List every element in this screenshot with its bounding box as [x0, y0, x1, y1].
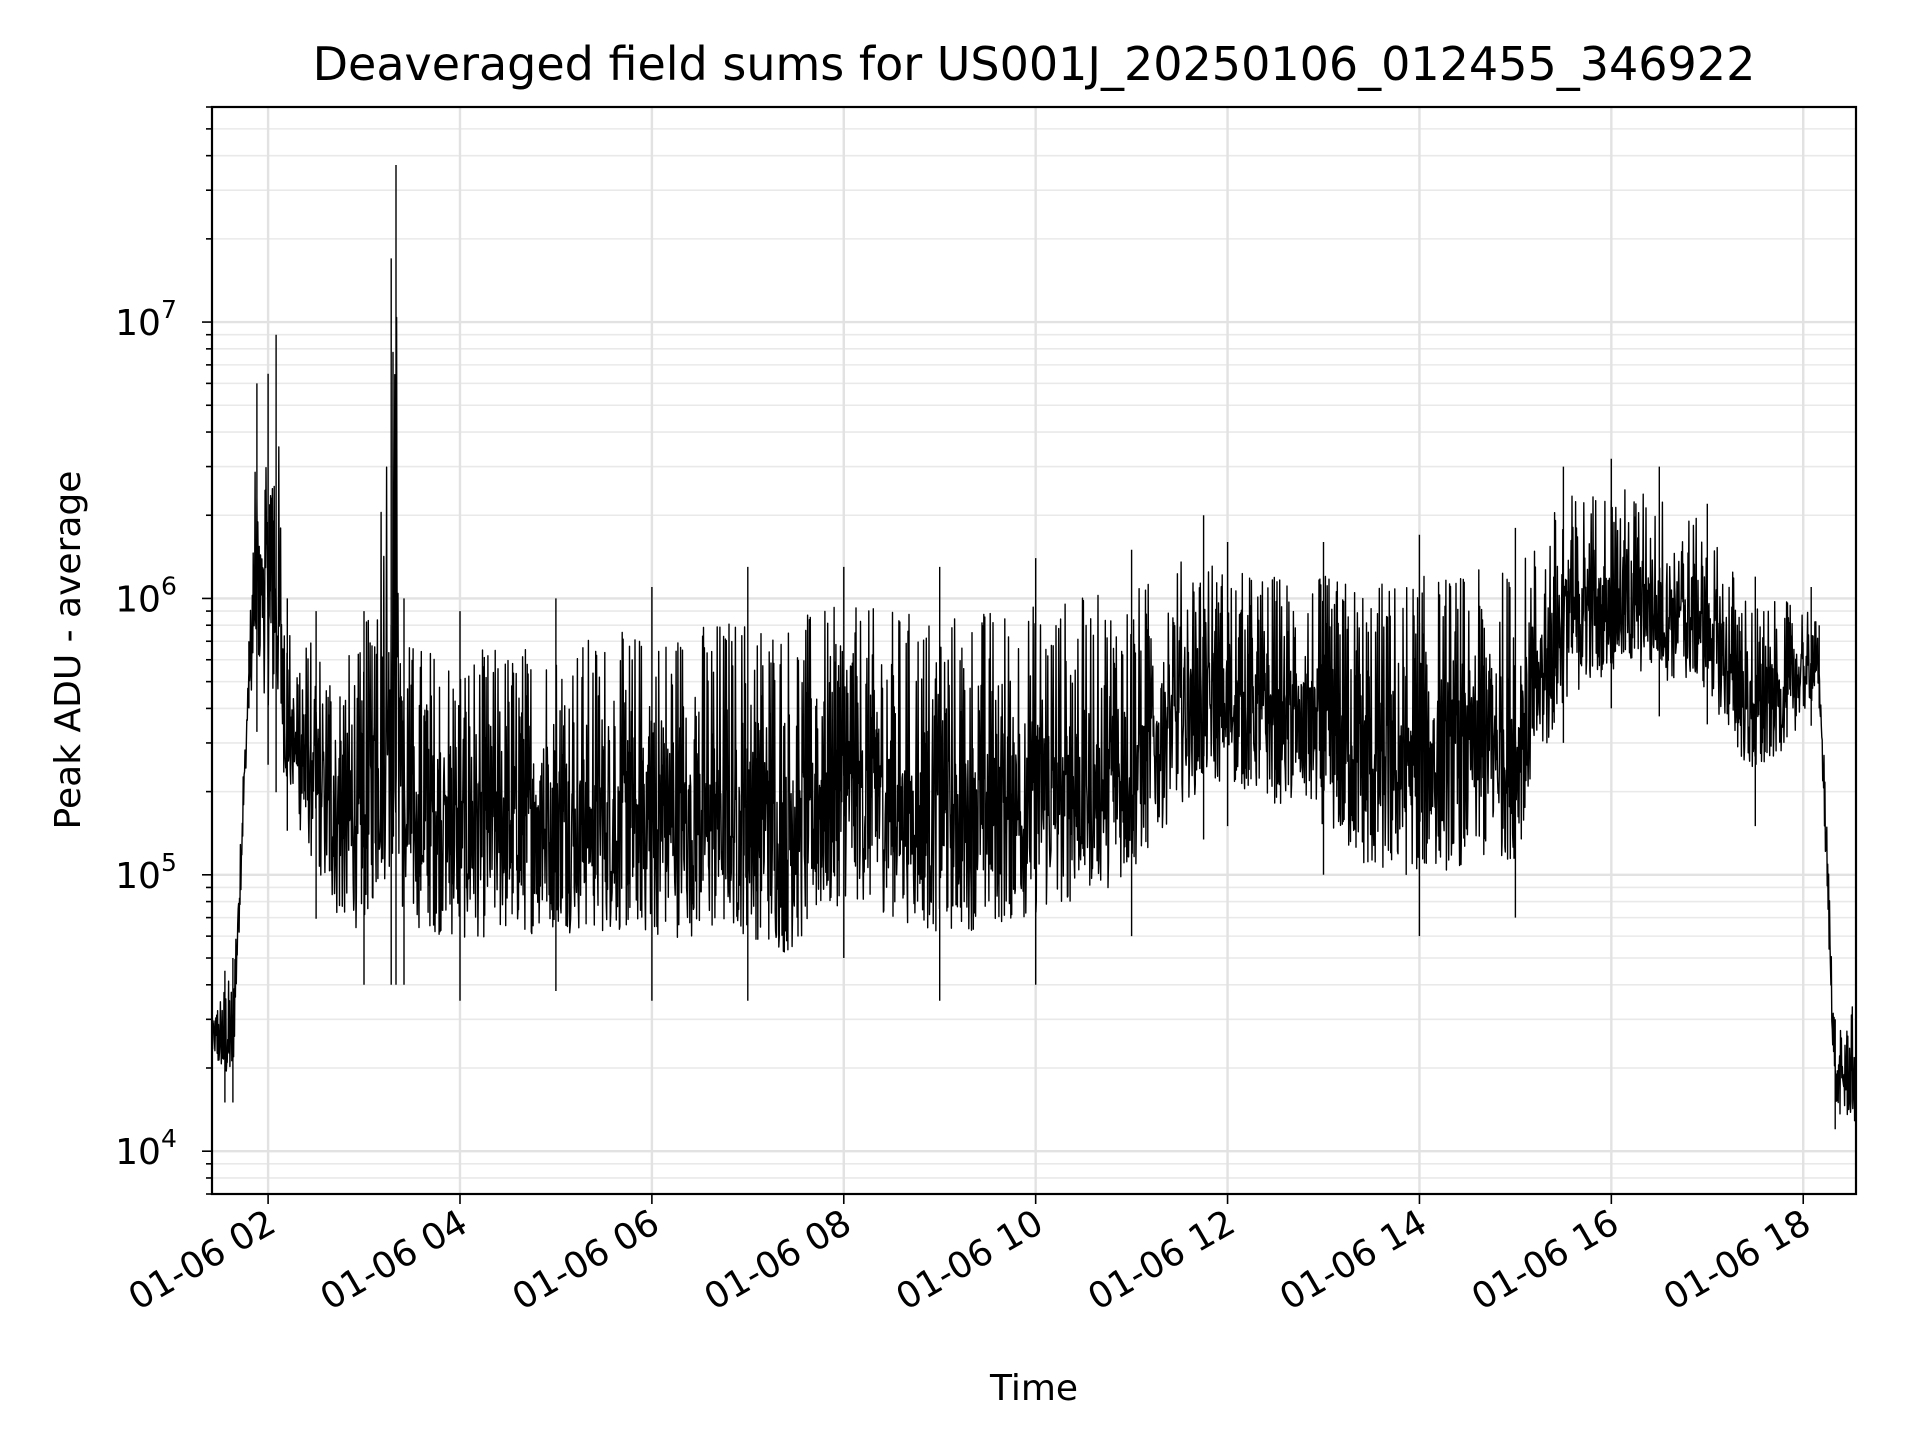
plot-frame	[210, 105, 1858, 1196]
x-tick-label: 01-06 18	[1657, 1202, 1818, 1318]
x-axis-label: Time	[989, 1368, 1078, 1409]
x-tick-label: 01-06 10	[889, 1202, 1050, 1318]
y-tick-label: 106	[115, 571, 177, 620]
data-series	[211, 165, 1857, 1152]
y-tick-label: 105	[115, 848, 177, 897]
x-tick-label: 01-06 14	[1273, 1202, 1434, 1318]
x-tick-label: 01-06 02	[122, 1202, 283, 1318]
x-tick-label: 01-06 04	[314, 1202, 475, 1318]
x-tick-label: 01-06 06	[506, 1202, 667, 1318]
series-line	[211, 165, 1857, 1152]
x-tick-label: 01-06 16	[1465, 1202, 1626, 1318]
y-tick-label: 104	[115, 1124, 177, 1173]
y-axis-label: Peak ADU - average	[48, 471, 89, 830]
grid	[212, 106, 1856, 1195]
x-tick-label: 01-06 12	[1081, 1202, 1242, 1318]
chart-title: Deaveraged field sums for US001J_2025010…	[313, 37, 1756, 91]
x-tick-label: 01-06 08	[698, 1202, 859, 1318]
y-tick-label: 107	[115, 295, 177, 344]
